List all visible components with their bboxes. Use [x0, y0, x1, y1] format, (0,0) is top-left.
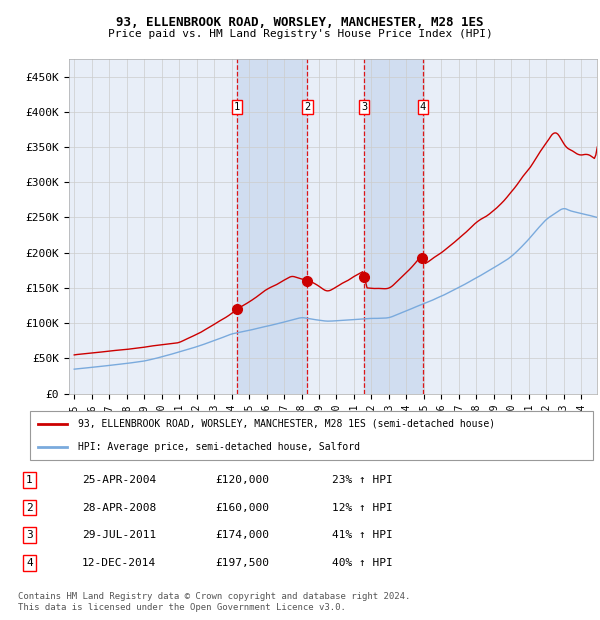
- Text: 1: 1: [234, 102, 241, 112]
- Text: 12-DEC-2014: 12-DEC-2014: [82, 558, 156, 568]
- Text: 4: 4: [26, 558, 33, 568]
- Text: 29-JUL-2011: 29-JUL-2011: [82, 530, 156, 540]
- Text: 3: 3: [26, 530, 33, 540]
- Text: 2: 2: [26, 503, 33, 513]
- Text: 25-APR-2004: 25-APR-2004: [82, 475, 156, 485]
- Text: 12% ↑ HPI: 12% ↑ HPI: [332, 503, 393, 513]
- Text: £197,500: £197,500: [216, 558, 270, 568]
- Text: Price paid vs. HM Land Registry's House Price Index (HPI): Price paid vs. HM Land Registry's House …: [107, 29, 493, 39]
- Text: 23% ↑ HPI: 23% ↑ HPI: [332, 475, 393, 485]
- Text: £174,000: £174,000: [216, 530, 270, 540]
- Bar: [237, 59, 307, 394]
- FancyBboxPatch shape: [30, 411, 593, 460]
- Text: 2: 2: [304, 102, 310, 112]
- Text: 41% ↑ HPI: 41% ↑ HPI: [332, 530, 393, 540]
- Text: 28-APR-2008: 28-APR-2008: [82, 503, 156, 513]
- Text: 40% ↑ HPI: 40% ↑ HPI: [332, 558, 393, 568]
- Text: Contains HM Land Registry data © Crown copyright and database right 2024.
This d: Contains HM Land Registry data © Crown c…: [18, 592, 410, 611]
- Text: 1: 1: [26, 475, 33, 485]
- Text: £120,000: £120,000: [216, 475, 270, 485]
- Text: 93, ELLENBROOK ROAD, WORSLEY, MANCHESTER, M28 1ES: 93, ELLENBROOK ROAD, WORSLEY, MANCHESTER…: [116, 16, 484, 29]
- Text: HPI: Average price, semi-detached house, Salford: HPI: Average price, semi-detached house,…: [78, 442, 360, 452]
- Text: £160,000: £160,000: [216, 503, 270, 513]
- Text: 3: 3: [361, 102, 367, 112]
- Bar: [364, 59, 423, 394]
- Text: 4: 4: [420, 102, 426, 112]
- Text: 93, ELLENBROOK ROAD, WORSLEY, MANCHESTER, M28 1ES (semi-detached house): 93, ELLENBROOK ROAD, WORSLEY, MANCHESTER…: [78, 419, 496, 429]
